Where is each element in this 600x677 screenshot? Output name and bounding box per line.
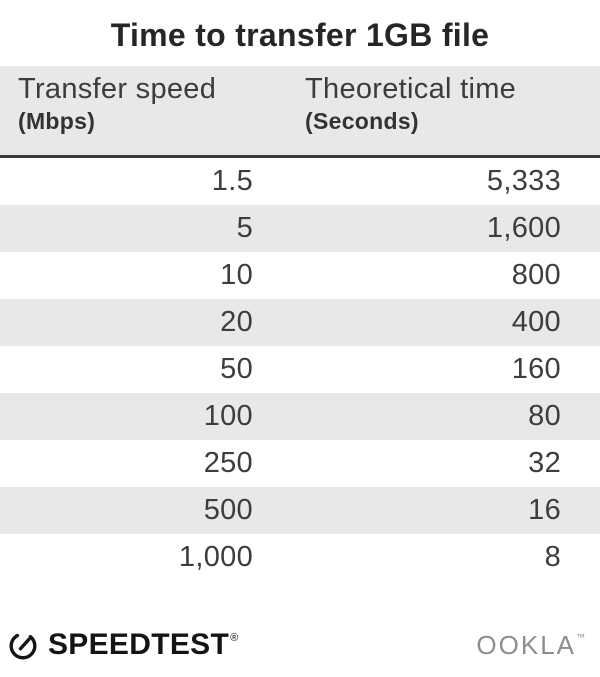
speed-cell: 20 bbox=[220, 306, 253, 338]
ookla-wordmark: OOKLA bbox=[476, 629, 576, 660]
transfer-speed-label: Transfer speed bbox=[18, 73, 217, 105]
table-row: 250 32 bbox=[0, 440, 600, 487]
table-row: 5 1,600 bbox=[0, 205, 600, 252]
time-cell: 32 bbox=[528, 447, 561, 479]
speed-cell: 100 bbox=[203, 400, 253, 432]
theoretical-time-label: Theoretical time bbox=[305, 73, 517, 105]
speedtest-wordmark: SPEEDTEST bbox=[48, 628, 230, 661]
time-cell: 800 bbox=[511, 259, 561, 291]
time-cell: 8 bbox=[544, 541, 561, 573]
page-title: Time to transfer 1GB file bbox=[110, 17, 490, 53]
time-cell: 400 bbox=[511, 306, 561, 338]
time-cell: 16 bbox=[528, 494, 561, 526]
table-body: 1.5 5,333 5 1,600 10 800 20 400 50 160 100 80 250 32 5… bbox=[0, 158, 600, 581]
trademark-icon: ™ bbox=[576, 631, 585, 642]
table-row: 1,000 8 bbox=[0, 534, 600, 581]
speed-cell: 5 bbox=[236, 212, 253, 244]
footer: SPEEDTEST ® OOKLA ™ bbox=[0, 628, 600, 662]
time-cell: 1,600 bbox=[486, 212, 561, 244]
speedtest-logo: SPEEDTEST ® bbox=[6, 628, 238, 662]
speed-cell: 500 bbox=[203, 494, 253, 526]
column-header-transfer-speed: Transfer speed (Mbps) bbox=[0, 72, 305, 136]
speed-cell: 1.5 bbox=[211, 165, 253, 197]
ookla-logo: OOKLA ™ bbox=[476, 630, 585, 661]
time-cell: 80 bbox=[528, 400, 561, 432]
column-header-theoretical-time: Theoretical time (Seconds) bbox=[305, 72, 600, 136]
table-header: Transfer speed (Mbps) Theoretical time (… bbox=[0, 66, 600, 158]
transfer-speed-unit: (Mbps) bbox=[18, 108, 96, 134]
table-row: 100 80 bbox=[0, 393, 600, 440]
table-row: 20 400 bbox=[0, 299, 600, 346]
registered-trademark-icon: ® bbox=[230, 632, 239, 644]
speed-cell: 10 bbox=[220, 259, 253, 291]
table-row: 10 800 bbox=[0, 252, 600, 299]
time-cell: 160 bbox=[511, 353, 561, 385]
time-cell: 5,333 bbox=[486, 165, 561, 197]
speedtest-gauge-icon bbox=[9, 633, 37, 660]
table-row: 500 16 bbox=[0, 487, 600, 534]
speed-cell: 1,000 bbox=[178, 541, 253, 573]
speed-cell: 50 bbox=[220, 353, 253, 385]
table-row: 1.5 5,333 bbox=[0, 158, 600, 205]
speed-cell: 250 bbox=[203, 447, 253, 479]
table-row: 50 160 bbox=[0, 346, 600, 393]
theoretical-time-unit: (Seconds) bbox=[305, 108, 419, 134]
